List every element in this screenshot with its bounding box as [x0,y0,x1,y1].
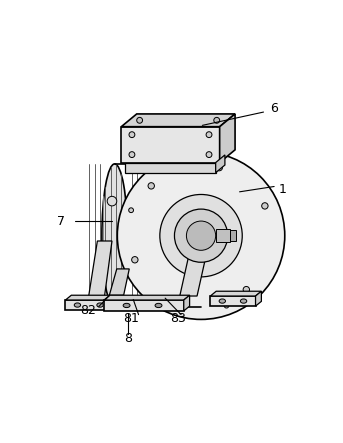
Polygon shape [184,295,190,311]
Bar [125,163,216,173]
Polygon shape [108,269,129,300]
Polygon shape [210,291,261,296]
Circle shape [117,152,285,319]
Polygon shape [121,114,235,127]
Bar [216,229,230,242]
Polygon shape [104,295,190,300]
Polygon shape [256,291,261,306]
Bar [121,127,220,163]
Bar [210,296,256,306]
Circle shape [132,256,138,263]
Polygon shape [104,300,184,311]
Circle shape [129,152,135,158]
Circle shape [216,164,223,171]
Circle shape [137,117,143,123]
Circle shape [206,132,212,138]
Circle shape [243,287,249,293]
Ellipse shape [97,303,103,307]
Circle shape [206,152,212,158]
Circle shape [129,132,135,138]
Ellipse shape [219,299,225,303]
Text: 6: 6 [270,101,278,115]
Polygon shape [117,295,123,310]
Circle shape [160,194,242,277]
Ellipse shape [102,164,127,307]
Ellipse shape [155,303,162,307]
Ellipse shape [240,299,247,303]
Polygon shape [88,241,112,300]
Circle shape [224,303,229,308]
Bar [66,300,117,310]
Polygon shape [220,114,235,163]
Polygon shape [216,155,225,173]
Polygon shape [66,295,123,300]
Circle shape [262,203,268,209]
Ellipse shape [74,303,81,307]
Ellipse shape [123,303,130,307]
Circle shape [187,221,216,250]
Circle shape [175,209,228,262]
Circle shape [180,300,186,307]
Text: 7: 7 [58,214,66,228]
Bar [230,230,236,241]
Circle shape [129,208,133,213]
Text: 81: 81 [123,311,139,325]
Text: 82: 82 [80,303,96,317]
Polygon shape [180,254,206,296]
Circle shape [107,196,117,206]
Text: 8: 8 [124,332,132,345]
Text: 1: 1 [278,183,286,196]
Circle shape [148,183,154,189]
Circle shape [214,117,220,123]
Text: 83: 83 [170,311,186,325]
